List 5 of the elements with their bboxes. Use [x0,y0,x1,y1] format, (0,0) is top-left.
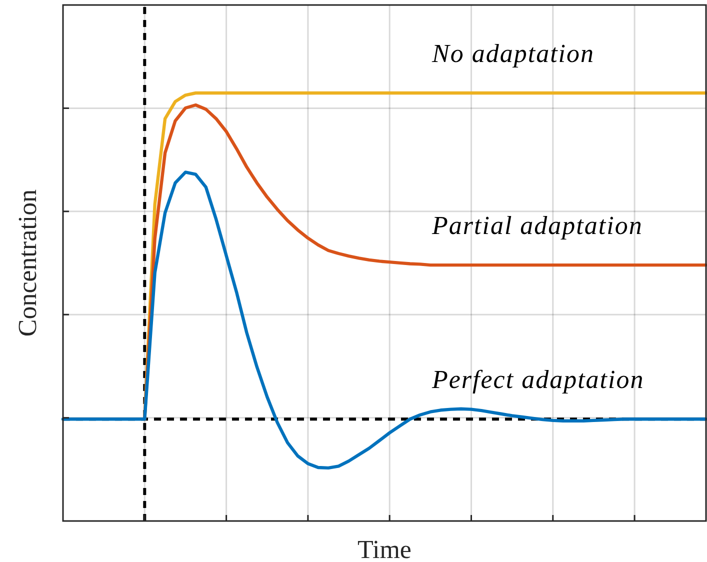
series-label: No adaptation [431,38,595,68]
y-axis-title: Concentration [13,189,42,337]
x-axis-title: Time [358,535,412,562]
series-label: Perfect adaptation [431,365,644,394]
series-label: Partial adaptation [431,211,643,240]
